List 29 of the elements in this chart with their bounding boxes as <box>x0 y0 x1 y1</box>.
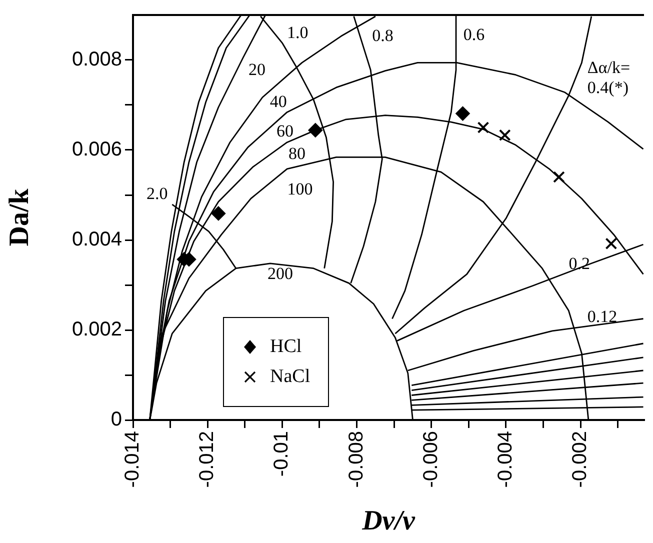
series-label: 0.2 <box>568 254 590 273</box>
series-label: 40 <box>270 92 287 111</box>
series-label: 80 <box>288 144 306 163</box>
x-tick-label: -0.004 <box>494 431 517 488</box>
y-tick-label: 0.002 <box>72 318 122 341</box>
y-tick-label: 0.006 <box>72 138 122 161</box>
y-tick-label: 0.008 <box>72 48 122 71</box>
series-label: 200 <box>268 264 294 283</box>
y-axis-title: Da/k <box>4 188 36 246</box>
legend-label: HCl <box>270 335 302 359</box>
series-label: 60 <box>276 122 294 141</box>
x-tick-label: -0.006 <box>420 431 442 488</box>
legend-label: NaCl <box>270 365 310 389</box>
y-tick-label: 0 <box>110 408 122 431</box>
x-tick-label: -0.008 <box>345 431 368 488</box>
x-tick-label: -0.014 <box>122 431 144 488</box>
series-label: Δα/k= 0.4(*) <box>587 58 630 97</box>
x-tick-label: -0.012 <box>196 431 218 488</box>
x-tick-label: -0.01 <box>270 431 293 477</box>
series-label: 0.8 <box>372 26 394 45</box>
y-tick-label: 0.004 <box>72 228 122 251</box>
series-label: 0.6 <box>463 24 485 44</box>
x-tick-label: -0.002 <box>569 431 592 488</box>
series-label: 2.0 <box>146 184 168 203</box>
series-label: 20 <box>248 60 266 80</box>
series-label: 0.12 <box>587 307 618 326</box>
series-label: 1.0 <box>286 22 308 42</box>
series-label: 100 <box>287 179 313 198</box>
x-axis-title: Dv/v <box>361 505 416 536</box>
